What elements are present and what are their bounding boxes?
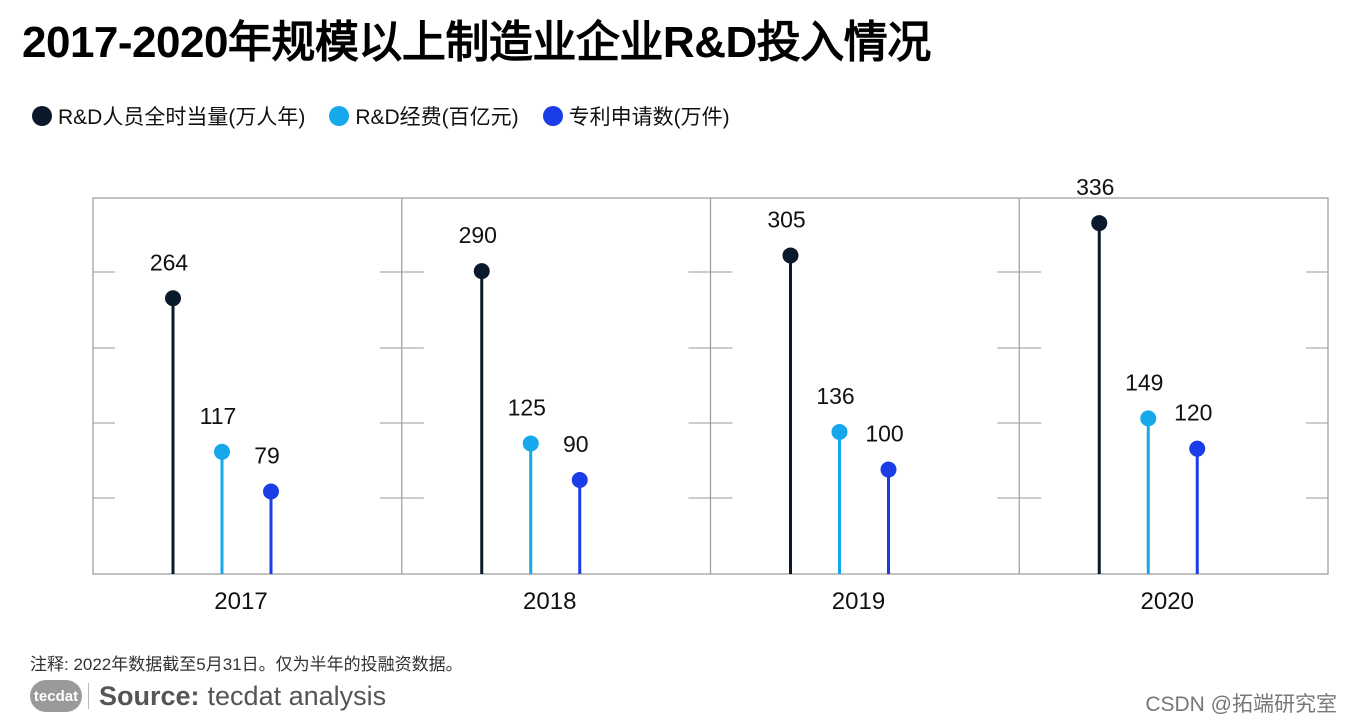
legend-marker-personnel <box>32 106 52 126</box>
dot-patents <box>571 472 588 488</box>
legend-label-patents: 专利申请数(万件) <box>568 106 730 129</box>
dot-expense <box>522 435 539 452</box>
logo-divider <box>88 683 89 709</box>
data-label-expense: 125 <box>508 394 546 420</box>
data-label-personnel: 305 <box>767 206 805 232</box>
source-label: Source: <box>99 680 200 711</box>
footnote: 注释: 2022年数据截至5月31日。仅为半年的投融资数据。 <box>30 655 463 674</box>
dot-expense <box>214 443 230 460</box>
data-label-expense: 136 <box>816 383 854 409</box>
dot-patents <box>1189 440 1206 457</box>
data-label-personnel: 336 <box>1076 174 1114 200</box>
x-tick-label: 2020 <box>1141 588 1194 615</box>
legend-label-personnel: R&D人员全时当量(万人年) <box>58 106 306 129</box>
legend-label-expense: R&D经费(百亿元) <box>355 106 519 129</box>
chart-title: 2017-2020年规模以上制造业企业R&D投入情况 <box>22 18 931 67</box>
data-label-patents: 120 <box>1174 400 1212 426</box>
x-tick-label: 2019 <box>832 588 885 615</box>
data-label-patents: 90 <box>563 431 589 457</box>
data-label-personnel: 264 <box>150 249 189 275</box>
legend-marker-expense <box>329 106 350 126</box>
data-label-personnel: 290 <box>459 222 497 248</box>
legend-item-patents: 专利申请数(万件) <box>542 101 730 131</box>
dot-personnel <box>782 247 799 264</box>
data-label-patents: 100 <box>865 421 903 447</box>
dot-personnel <box>165 290 181 307</box>
dot-personnel <box>1091 215 1108 232</box>
source-line: tecdat Source: tecdat analysis <box>30 680 386 712</box>
data-label-expense: 149 <box>1125 369 1163 395</box>
dot-expense <box>1140 410 1157 427</box>
legend-marker-patents <box>542 106 563 126</box>
dot-personnel <box>473 263 490 280</box>
watermark: CSDN @拓端研究室 <box>1145 693 1337 716</box>
data-label-patents: 79 <box>254 442 280 468</box>
data-label-expense: 117 <box>200 403 237 429</box>
source-text: tecdat analysis <box>207 680 387 711</box>
legend: R&D人员全时当量(万人年) R&D经费(百亿元) 专利申请数(万件) <box>32 101 754 131</box>
dot-patents <box>880 461 897 478</box>
legend-item-personnel: R&D人员全时当量(万人年) <box>32 101 305 131</box>
tecdat-logo: tecdat <box>30 680 82 712</box>
x-tick-label: 2017 <box>214 588 267 615</box>
legend-item-expense: R&D经费(百亿元) <box>329 101 519 131</box>
dot-expense <box>831 423 848 440</box>
x-tick-label: 2018 <box>523 588 576 615</box>
dot-patents <box>263 483 279 500</box>
